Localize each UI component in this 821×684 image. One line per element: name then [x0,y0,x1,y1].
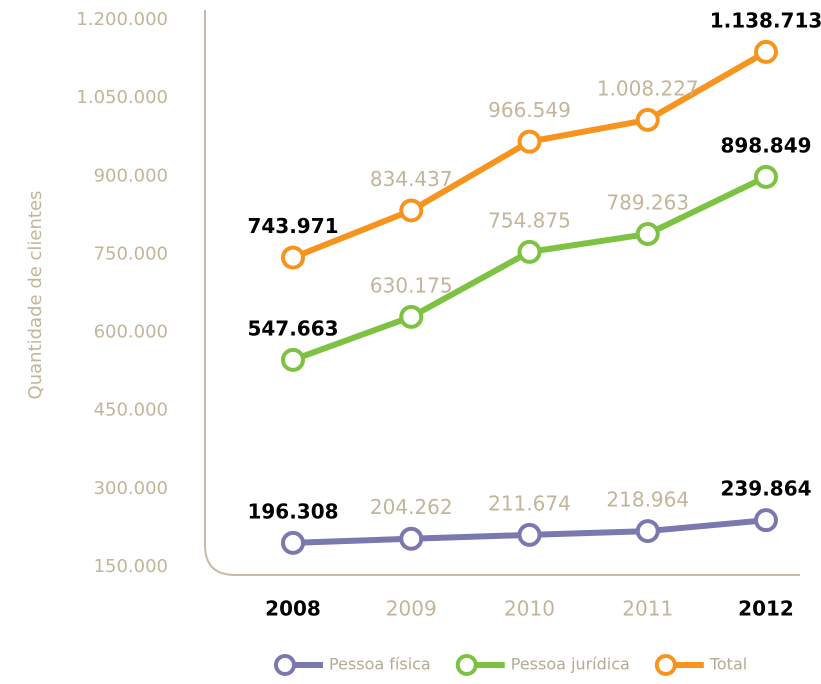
y-tick-label: 450.000 [94,400,168,421]
y-tick-label: 1.200.000 [76,9,168,30]
data-label: 630.175 [370,273,453,297]
point [399,304,424,329]
point [517,522,542,547]
point [281,347,305,372]
legend-marker [274,654,296,676]
point [754,508,778,533]
data-label: 218.964 [606,488,689,512]
data-label: 966.549 [488,98,571,122]
series-line [291,174,768,363]
legend-marker [455,654,478,676]
point [399,526,424,551]
data-label: 898.849 [720,133,811,157]
data-label: 1.008.227 [597,76,699,100]
x-tick-label: 2011 [622,597,673,621]
data-label: 1.138.713 [710,8,821,32]
legend-marker [654,654,677,676]
y-tick-label: 600.000 [94,322,168,343]
point [635,221,660,246]
y-tick-label: 750.000 [94,243,168,264]
point [517,239,542,264]
point [281,245,305,270]
x-tick-label: 2009 [386,597,437,621]
legend-label: Total [709,655,747,674]
data-label: 196.308 [247,499,338,523]
axis [204,10,800,576]
data-label: 743.971 [247,214,338,238]
point [754,39,778,64]
data-label: 239.864 [720,477,811,501]
point [399,198,424,223]
data-label: 547.663 [247,316,338,340]
y-tick-label: 150.000 [94,556,168,577]
data-label: 204.262 [370,495,453,519]
point [754,164,778,189]
point [517,129,542,154]
x-tick-label: 2012 [738,597,794,621]
point [281,530,305,555]
legend-label: Pessoa física [329,655,431,674]
data-label: 211.674 [488,491,571,515]
data-label: 754.875 [488,208,571,232]
data-label: 834.437 [370,167,453,191]
y-tick-label: 1.050.000 [76,87,168,108]
y-tick-label: 900.000 [94,165,168,186]
legend-label: Pessoa jurídica [511,655,630,674]
data-label: 789.263 [606,190,689,214]
point [635,519,660,544]
x-tick-label: 2008 [265,597,321,621]
x-tick-label: 2010 [504,597,555,621]
point [635,107,660,132]
y-axis-label: Quantidade de clientes [25,191,46,400]
y-tick-label: 300.000 [94,478,168,499]
